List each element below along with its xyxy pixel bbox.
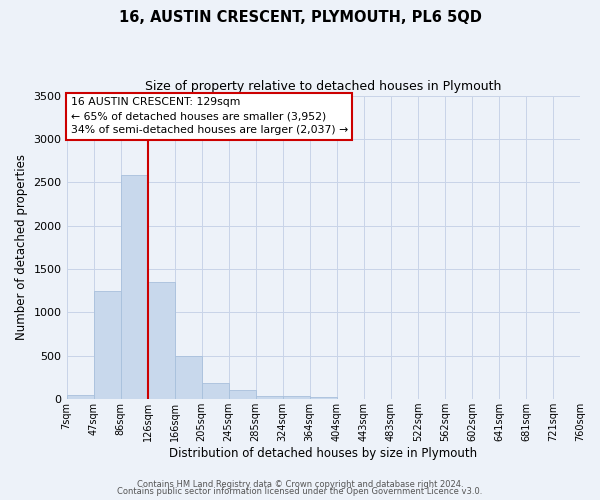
Text: 16 AUSTIN CRESCENT: 129sqm
← 65% of detached houses are smaller (3,952)
34% of s: 16 AUSTIN CRESCENT: 129sqm ← 65% of deta…	[71, 98, 348, 136]
Bar	[256, 396, 283, 399]
Text: Contains public sector information licensed under the Open Government Licence v3: Contains public sector information licen…	[118, 488, 482, 496]
Title: Size of property relative to detached houses in Plymouth: Size of property relative to detached ho…	[145, 80, 502, 93]
Bar	[310, 398, 337, 399]
Y-axis label: Number of detached properties: Number of detached properties	[15, 154, 28, 340]
Bar	[148, 282, 175, 399]
Bar	[67, 395, 94, 399]
Bar	[175, 356, 202, 399]
Bar	[94, 290, 121, 399]
X-axis label: Distribution of detached houses by size in Plymouth: Distribution of detached houses by size …	[169, 447, 478, 460]
Bar	[229, 390, 256, 399]
Text: Contains HM Land Registry data © Crown copyright and database right 2024.: Contains HM Land Registry data © Crown c…	[137, 480, 463, 489]
Text: 16, AUSTIN CRESCENT, PLYMOUTH, PL6 5QD: 16, AUSTIN CRESCENT, PLYMOUTH, PL6 5QD	[119, 10, 481, 25]
Bar	[121, 176, 148, 399]
Bar	[283, 396, 310, 399]
Bar	[202, 382, 229, 399]
